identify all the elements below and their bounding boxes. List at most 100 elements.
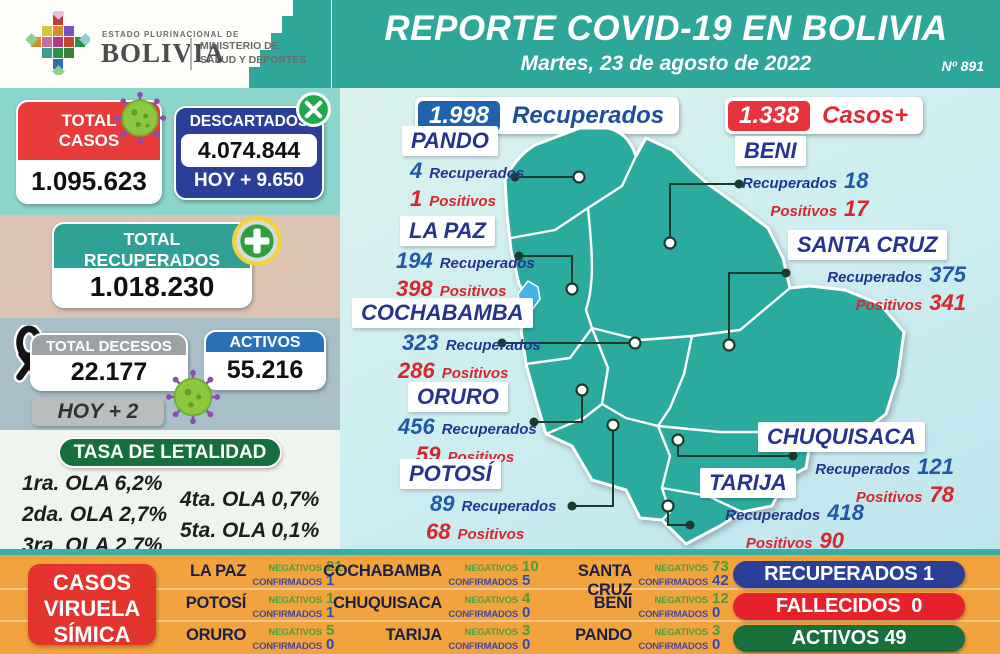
confirmados-value: 42 — [712, 572, 729, 589]
negativos-label: NEGATIVOS — [654, 563, 709, 574]
negativos-value: 12 — [712, 590, 729, 607]
entry-name: BENI — [593, 594, 633, 612]
monkeypox-title: CASOS VIRUELA SÍMICA — [28, 564, 156, 647]
virus-icon — [113, 91, 167, 145]
positivos-row: Positivos 90 — [739, 528, 844, 554]
positivos-label: Positivos — [457, 526, 525, 543]
tasa-letalidad-col1: 1ra. OLA 6,2% 2da. OLA 2,7% 3ra. OLA 2,7… — [22, 468, 167, 561]
positivos-label: Positivos — [855, 489, 923, 506]
recuperados-label: Recuperados — [439, 255, 535, 272]
daily-casos-value: 1.338 — [728, 100, 811, 131]
bolivia-coat-of-arms-logo — [26, 11, 90, 75]
activos-value: 55.216 — [206, 352, 324, 388]
descartados-label: DESCARTADOS — [189, 113, 309, 130]
daily-recuperados-value: 1.998 — [418, 100, 501, 131]
recuperados-row: Recuperados 121 — [808, 454, 954, 480]
report-date: Martes, 23 de agosto de 2022 — [520, 52, 812, 75]
department-name: TARIJA — [700, 468, 796, 498]
row-divider — [0, 620, 1000, 622]
recuperados-value: 194 — [396, 248, 433, 273]
department-name: PANDO — [402, 126, 498, 156]
daily-casos-pill: 1.338 Casos+ — [725, 97, 924, 134]
entry-name: CHUQUISACA — [333, 594, 442, 612]
tasa-item: 1ra. OLA 6,2% — [22, 472, 163, 495]
positivos-label: Positivos — [745, 535, 813, 552]
positivos-row: Positivos 17 — [763, 196, 868, 222]
tasa-item: 4ta. OLA 0,7% — [180, 488, 320, 511]
tasa-letalidad-title: TASA DE LETALIDAD — [58, 437, 282, 468]
positivos-row: Positivos 341 — [849, 290, 966, 316]
confirmados-value: 5 — [522, 572, 531, 589]
monkeypox-band: CASOS VIRUELA SÍMICA LA PAZ NEGATIVOS 21 C… — [0, 555, 1000, 654]
confirmados-value: 1 — [326, 572, 335, 589]
monkeypox-entry: SANTA CRUZ NEGATIVOS 73 CONFIRMADOS 42 — [530, 558, 729, 600]
recuperados-row: Recuperados 418 — [718, 500, 864, 526]
decesos-today: HOY + 2 — [32, 397, 164, 426]
activos-card: ACTIVOS 55.216 — [204, 330, 326, 390]
activos-label: ACTIVOS — [229, 334, 301, 351]
stairs-decoration — [249, 0, 331, 88]
tasa-letalidad-col2: 4ta. OLA 0,7% 5ta. OLA 0,1% — [180, 484, 319, 546]
map-callout-cochabamba: COCHABAMBA 323 Recuperados 286 Positivos — [352, 298, 548, 384]
confirmados-value: 0 — [522, 604, 531, 621]
recuperados-row: 4 Recuperados — [410, 158, 531, 184]
negativos-label: NEGATIVOS — [268, 627, 323, 638]
map-callout-la-paz: LA PAZ 194 Recuperados 398 Positivos — [388, 216, 542, 302]
confirmados-value: 0 — [326, 636, 335, 653]
total-recuperados-label: TOTAL RECUPERADOS — [83, 229, 221, 270]
report-number: Nº 891 — [941, 58, 984, 74]
recuperados-label: Recuperados — [429, 165, 525, 182]
recuperados-label: Recuperados — [815, 461, 911, 478]
positivos-value: 398 — [396, 276, 433, 301]
entry-name: LA PAZ — [190, 562, 246, 580]
department-name: COCHABAMBA — [352, 298, 533, 328]
positivos-label: Positivos — [770, 203, 838, 220]
negativos-label: NEGATIVOS — [654, 627, 709, 638]
map-callout-potosi: POTOSÍ 89 Recuperados 68 Positivos — [400, 459, 564, 545]
positivos-label: Positivos — [429, 193, 496, 210]
monkeypox-title-line: VIRUELA — [43, 595, 141, 621]
confirmados-label: CONFIRMADOS — [252, 609, 322, 620]
monkeypox-entry: POTOSÍ NEGATIVOS 1 CONFIRMADOS 1 — [168, 590, 335, 621]
positivos-value: 90 — [819, 528, 844, 553]
daily-casos-label: Casos+ — [822, 101, 909, 129]
pill-value: 49 — [884, 627, 907, 649]
map-callout-beni: BENI Recuperados 18 Positivos 17 — [735, 136, 869, 222]
monkeypox-entry: ORURO NEGATIVOS 5 CONFIRMADOS 0 — [168, 622, 335, 653]
pill-label: ACTIVOS — [791, 627, 880, 649]
map-callout-santa-cruz: SANTA CRUZ Recuperados 375 Positivos 341 — [788, 230, 966, 316]
monkeypox-title-line: SÍMICA — [53, 621, 131, 647]
negativos-value: 4 — [522, 590, 531, 607]
confirmados-label: CONFIRMADOS — [638, 641, 708, 652]
map-callout-pando: PANDO 4 Recuperados 1 Positivos — [402, 126, 531, 212]
recuperados-label: Recuperados — [725, 507, 821, 524]
negativos-value: 10 — [522, 558, 539, 575]
confirmados-value: 0 — [522, 636, 531, 653]
negativos-label: NEGATIVOS — [464, 595, 519, 606]
recuperados-label: Recuperados — [827, 269, 923, 286]
positivos-value: 341 — [929, 290, 966, 315]
map-callout-tarija: TARIJA Recuperados 418 Positivos 90 — [692, 468, 864, 554]
monkeypox-entry: PANDO NEGATIVOS 3 CONFIRMADOS 0 — [530, 622, 721, 653]
pill-value: 0 — [911, 595, 923, 617]
confirmados-label: CONFIRMADOS — [448, 577, 518, 588]
page-title: REPORTE COVID-19 EN BOLIVIA — [384, 9, 948, 48]
divider-strip — [0, 549, 1000, 555]
recuperados-value: 89 — [430, 491, 455, 516]
monkeypox-entry: TARIJA NEGATIVOS 3 CONFIRMADOS 0 — [322, 622, 531, 653]
coat-caption: ESTADO PLURINACIONAL DE — [102, 30, 240, 39]
negativos-label: NEGATIVOS — [464, 563, 519, 574]
recuperados-label: Recuperados — [441, 421, 537, 438]
total-recuperados-value: 1.018.230 — [54, 268, 250, 306]
negativos-label: NEGATIVOS — [268, 595, 323, 606]
negativos-value: 73 — [712, 558, 729, 575]
entry-name: ORURO — [186, 626, 246, 644]
negativos-value: 3 — [712, 622, 721, 639]
negativos-value: 21 — [326, 558, 343, 575]
recuperados-value: 18 — [844, 168, 869, 193]
row-divider — [0, 588, 1000, 590]
recuperados-value: 418 — [827, 500, 864, 525]
positivos-value: 1 — [410, 186, 423, 211]
department-name: ORURO — [408, 382, 508, 412]
recuperados-row: 194 Recuperados — [396, 248, 542, 274]
